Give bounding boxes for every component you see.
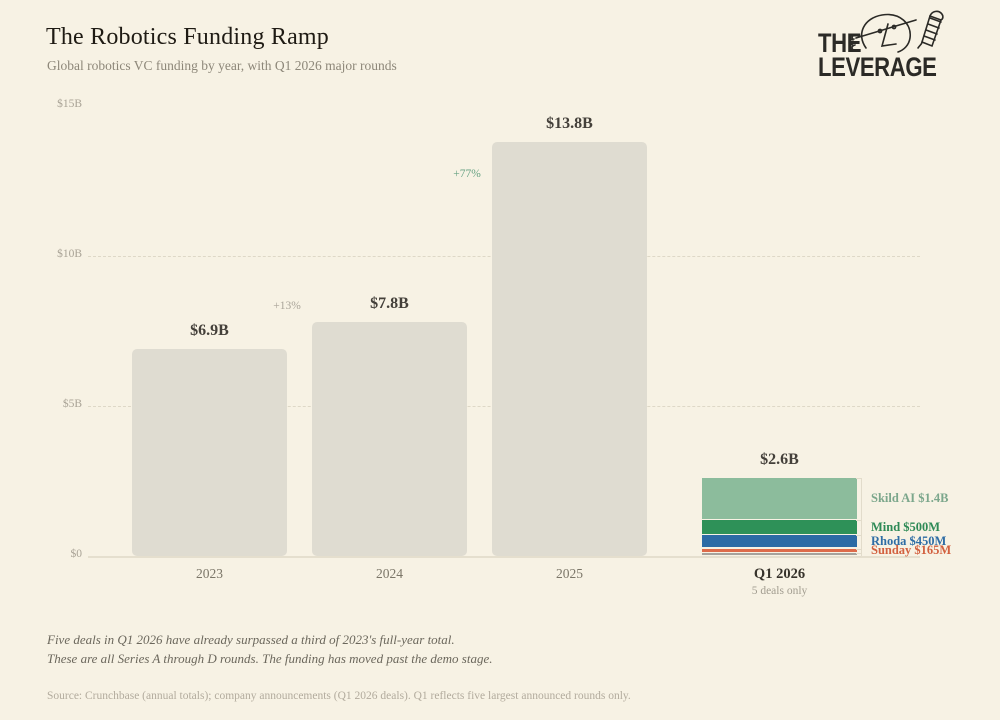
value-label-2023: $6.9B [190,322,229,339]
x-axis-label-2025: 2025 [556,566,583,581]
value-label-2024: $7.8B [370,295,409,312]
footnote-line-1: Five deals in Q1 2026 have already surpa… [47,632,455,647]
x-axis-baseline [88,556,920,558]
x-axis-label-Q1 2026: Q1 2026 [753,566,806,582]
page-title: The Robotics Funding Ramp [46,24,329,50]
pct-change-2024: +13% [273,300,301,312]
segment-skild-ai [702,478,857,519]
segment-label-skild-ai: Skild AI $1.4B [871,491,949,505]
logo-text-leverage: LEVERAGE [818,52,937,82]
logo-text-the: THE [818,28,862,58]
value-label-Q1 2026: $2.6B [760,451,799,468]
segment-bracket-tick [856,556,861,557]
bar-2024 [312,322,467,556]
segment-bracket-tick [856,548,861,550]
segment-fifth-deal-(unlabeled) [702,553,857,555]
x-axis-label-2024: 2024 [376,566,403,581]
value-label-2025: $13.8B [546,115,593,132]
bar-2025 [492,142,647,556]
the-leverage-logo: THE LEVERAGE [814,10,944,81]
page-subtitle: Global robotics VC funding by year, with… [47,58,397,73]
segment-label-rhoda: Rhoda $450M [871,533,947,548]
segment-sunday [702,548,857,552]
segment-label-sunday: Sunday $165M [871,542,952,557]
segment-mind [702,520,857,534]
y-axis-tick-label: $5B [62,398,82,410]
logo-doodle-icon [848,10,944,53]
segment-rhoda [702,535,857,547]
segment-bracket-tick [856,520,861,521]
segment-label-mind: Mind $500M [871,519,941,534]
segment-bracket [861,478,862,556]
segment-bracket-tick [856,478,861,479]
footnote-line-2: These are all Series A through D rounds.… [47,651,493,666]
x-axis-label-2023: 2023 [196,566,223,581]
y-axis-tick-label: $15B [57,98,82,110]
bar-2023 [132,349,287,556]
y-axis-tick-label: $10B [57,248,82,260]
source-note: Source: Crunchbase (annual totals); comp… [47,690,631,702]
x-axis-sublabel-Q1 2026: 5 deals only [751,585,808,597]
segment-bracket-tick [856,553,861,555]
pct-change-2025: +77% [453,168,481,180]
y-axis-tick-label: $0 [70,548,83,560]
segment-bracket-tick [856,535,861,536]
